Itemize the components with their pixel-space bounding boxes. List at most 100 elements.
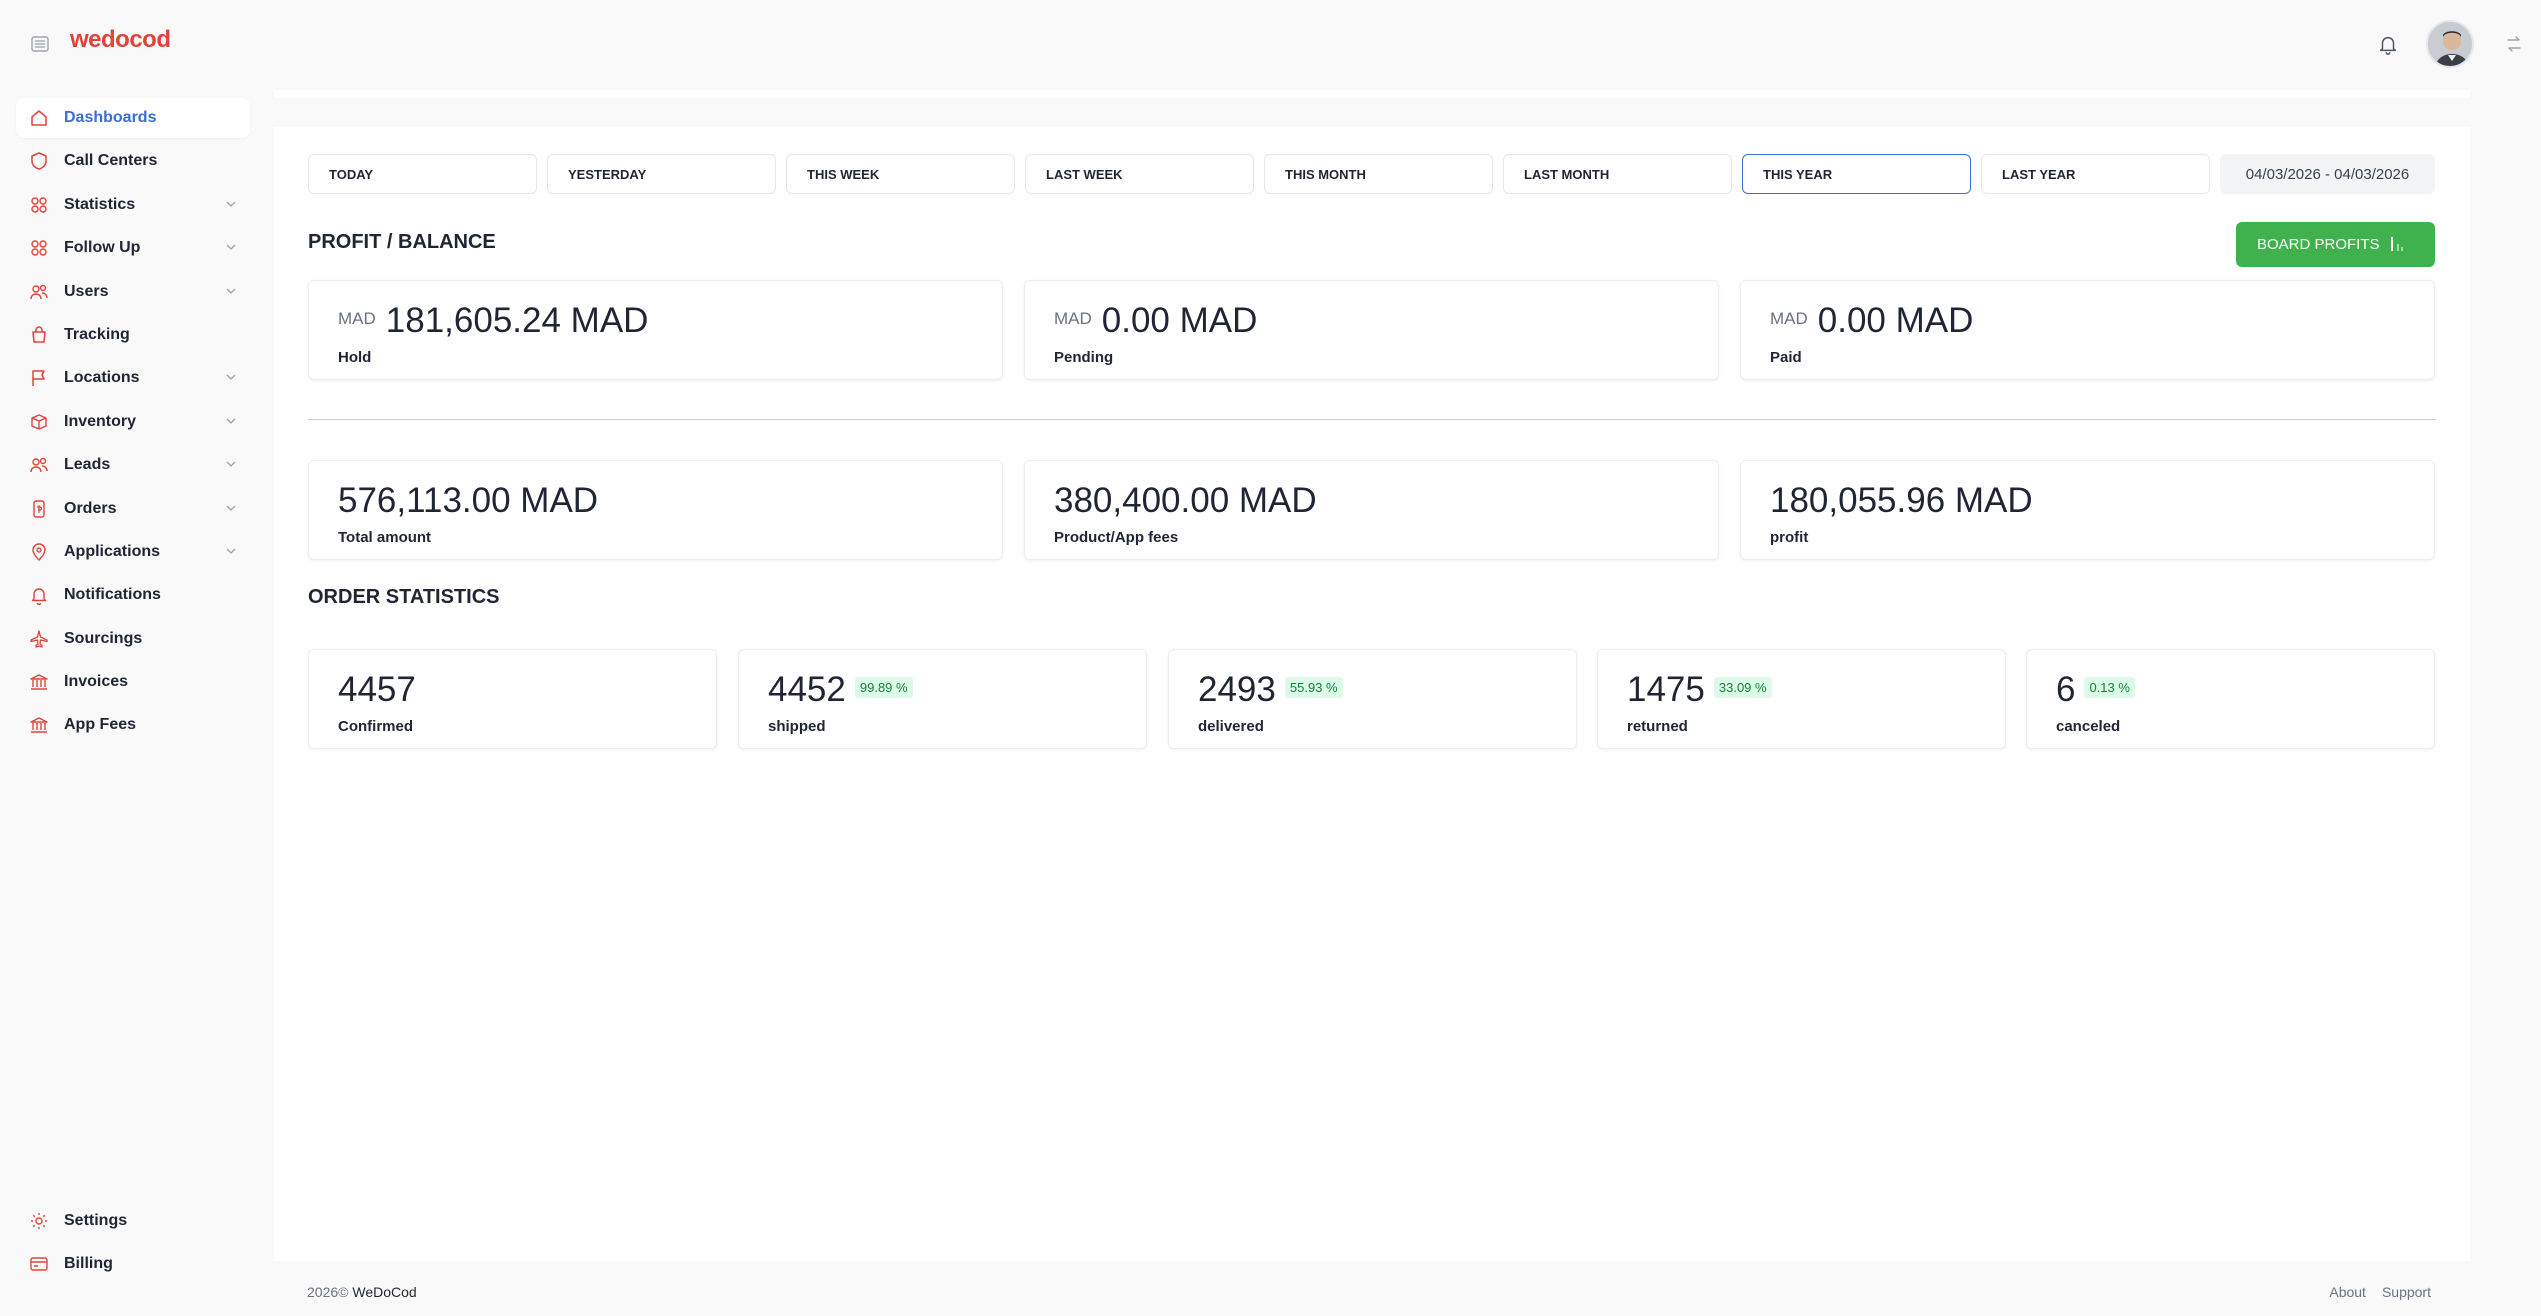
filter-this-week[interactable]: THIS WEEK (786, 154, 1015, 194)
shield-icon (28, 150, 50, 172)
profit-card: 180,055.96 MAD profit (1740, 460, 2435, 560)
currency-label: MAD (338, 309, 376, 328)
sidebar-item-tracking[interactable]: Tracking (16, 315, 250, 355)
order-label: delivered (1198, 718, 1264, 735)
chevron-down-icon (226, 548, 236, 554)
sidebar-item-label: Leads (64, 456, 111, 474)
sidebar-item-label: Statistics (64, 195, 136, 213)
balance-value: 0.00 MAD (1101, 301, 1258, 340)
sidebar-item-locations[interactable]: Locations (16, 358, 250, 398)
sidebar-nav: Dashboards Call Centers Statistics Follo… (16, 98, 250, 749)
chevron-down-icon (226, 374, 236, 381)
footer-copyright: 2026© WeDoCod (307, 1284, 417, 1300)
user-avatar[interactable] (2426, 20, 2474, 68)
period-filters: TODAY YESTERDAY THIS WEEK LAST WEEK THIS… (308, 154, 2436, 194)
bank-icon (28, 714, 50, 736)
order-label: returned (1627, 718, 1688, 735)
section-divider (308, 419, 2436, 420)
bar-chart-icon (2391, 237, 2403, 251)
currency-label: MAD (1054, 309, 1092, 328)
sidebar-item-billing[interactable]: Billing (16, 1244, 250, 1284)
footer-links: About Support (2329, 1284, 2431, 1300)
sidebar-item-label: Invoices (64, 673, 129, 691)
plane-icon (28, 628, 50, 650)
date-range-picker[interactable]: 04/03/2026 - 04/03/2026 (2220, 154, 2435, 194)
switch-layout-icon[interactable] (2500, 30, 2528, 58)
sidebar-item-follow-up[interactable]: Follow Up (16, 228, 250, 268)
filter-last-month[interactable]: LAST MONTH (1503, 154, 1732, 194)
sidebar-item-settings[interactable]: Settings (16, 1201, 250, 1241)
total-label: Product/App fees (1054, 529, 1179, 546)
balance-value: 181,605.24 MAD (385, 301, 649, 340)
sidebar-item-dashboards[interactable]: Dashboards (16, 98, 250, 138)
filter-last-year[interactable]: LAST YEAR (1981, 154, 2210, 194)
sidebar-item-sourcings[interactable]: Sourcings (16, 619, 250, 659)
sidebar-item-leads[interactable]: Leads (16, 445, 250, 485)
footer-brand[interactable]: WeDoCod (352, 1284, 417, 1300)
chevron-down-icon (226, 418, 236, 424)
sidebar-item-statistics[interactable]: Statistics (16, 185, 250, 225)
chevron-down-icon (226, 461, 236, 468)
balance-card-paid: MAD 0.00 MAD Paid (1740, 280, 2435, 380)
balance-card-pending: MAD 0.00 MAD Pending (1024, 280, 1719, 380)
order-card-delivered: 2493 55.93 % delivered (1168, 649, 1577, 749)
card-icon (28, 1253, 50, 1275)
sidebar-item-orders[interactable]: Orders (16, 489, 250, 529)
board-profits-button[interactable]: BOARD PROFITS (2236, 222, 2435, 267)
filter-this-year[interactable]: THIS YEAR (1742, 154, 1971, 194)
sidebar-item-invoices[interactable]: Invoices (16, 662, 250, 702)
footer-link-support[interactable]: Support (2381, 1284, 2431, 1300)
sidebar-item-label: Applications (64, 542, 161, 560)
order-label: shipped (768, 718, 826, 735)
percent-badge: 33.09 % (1713, 677, 1772, 698)
users-icon (28, 237, 50, 259)
filter-last-week[interactable]: LAST WEEK (1025, 154, 1254, 194)
balance-value: 0.00 MAD (1817, 301, 1974, 340)
balance-label: Paid (1770, 349, 1802, 366)
filter-this-month[interactable]: THIS MONTH (1264, 154, 1493, 194)
sidebar-item-label: Inventory (64, 412, 137, 430)
chevron-down-icon (226, 244, 236, 251)
order-count: 4452 (768, 670, 846, 709)
balance-label: Pending (1054, 349, 1114, 366)
order-card-shipped: 4452 99.89 % shipped (738, 649, 1147, 749)
total-amount-card: 576,113.00 MAD Total amount (308, 460, 1003, 560)
sidebar-item-users[interactable]: Users (16, 272, 250, 312)
sidebar-item-label: Orders (64, 499, 117, 517)
percent-badge: 99.89 % (854, 677, 913, 698)
order-count: 4457 (338, 670, 416, 709)
filter-today[interactable]: TODAY (308, 154, 537, 194)
users-icon (28, 194, 50, 216)
sidebar-item-call-centers[interactable]: Call Centers (16, 141, 250, 181)
sidebar-item-app-fees[interactable]: App Fees (16, 705, 250, 745)
chevron-down-icon (226, 288, 236, 294)
order-count: 2493 (1198, 670, 1276, 709)
bag-icon (28, 324, 50, 346)
total-value: 576,113.00 MAD (338, 481, 599, 520)
filter-yesterday[interactable]: YESTERDAY (547, 154, 776, 194)
users-icon (28, 281, 50, 303)
balance-card-hold: MAD 181,605.24 MAD Hold (308, 280, 1003, 380)
menu-toggle-icon[interactable] (26, 30, 54, 58)
notifications-bell-icon[interactable] (2372, 28, 2404, 60)
profit-balance-title: PROFIT / BALANCE (308, 231, 496, 253)
package-icon (28, 411, 50, 433)
sidebar-item-label: Call Centers (64, 152, 158, 170)
sidebar-item-label: Notifications (64, 586, 161, 604)
bell-icon (28, 584, 50, 606)
sidebar-item-notifications[interactable]: Notifications (16, 575, 250, 615)
sidebar-item-inventory[interactable]: Inventory (16, 402, 250, 442)
sidebar-item-label: Locations (64, 369, 140, 387)
top-bar: wedocod (0, 0, 2541, 88)
sidebar-item-label: Dashboards (64, 109, 157, 126)
board-profits-label: BOARD PROFITS (2257, 236, 2380, 253)
sidebar-item-label: Users (64, 282, 109, 300)
order-statistics-title: ORDER STATISTICS (308, 586, 500, 608)
copyright-year: 2026© (307, 1284, 349, 1300)
order-label: Confirmed (338, 718, 413, 735)
app-logo[interactable]: wedocod (70, 26, 171, 53)
sidebar-item-applications[interactable]: Applications (16, 532, 250, 572)
footer-link-about[interactable]: About (2329, 1284, 2366, 1300)
sidebar-item-label: Tracking (64, 325, 130, 343)
chevron-down-icon (226, 201, 236, 207)
